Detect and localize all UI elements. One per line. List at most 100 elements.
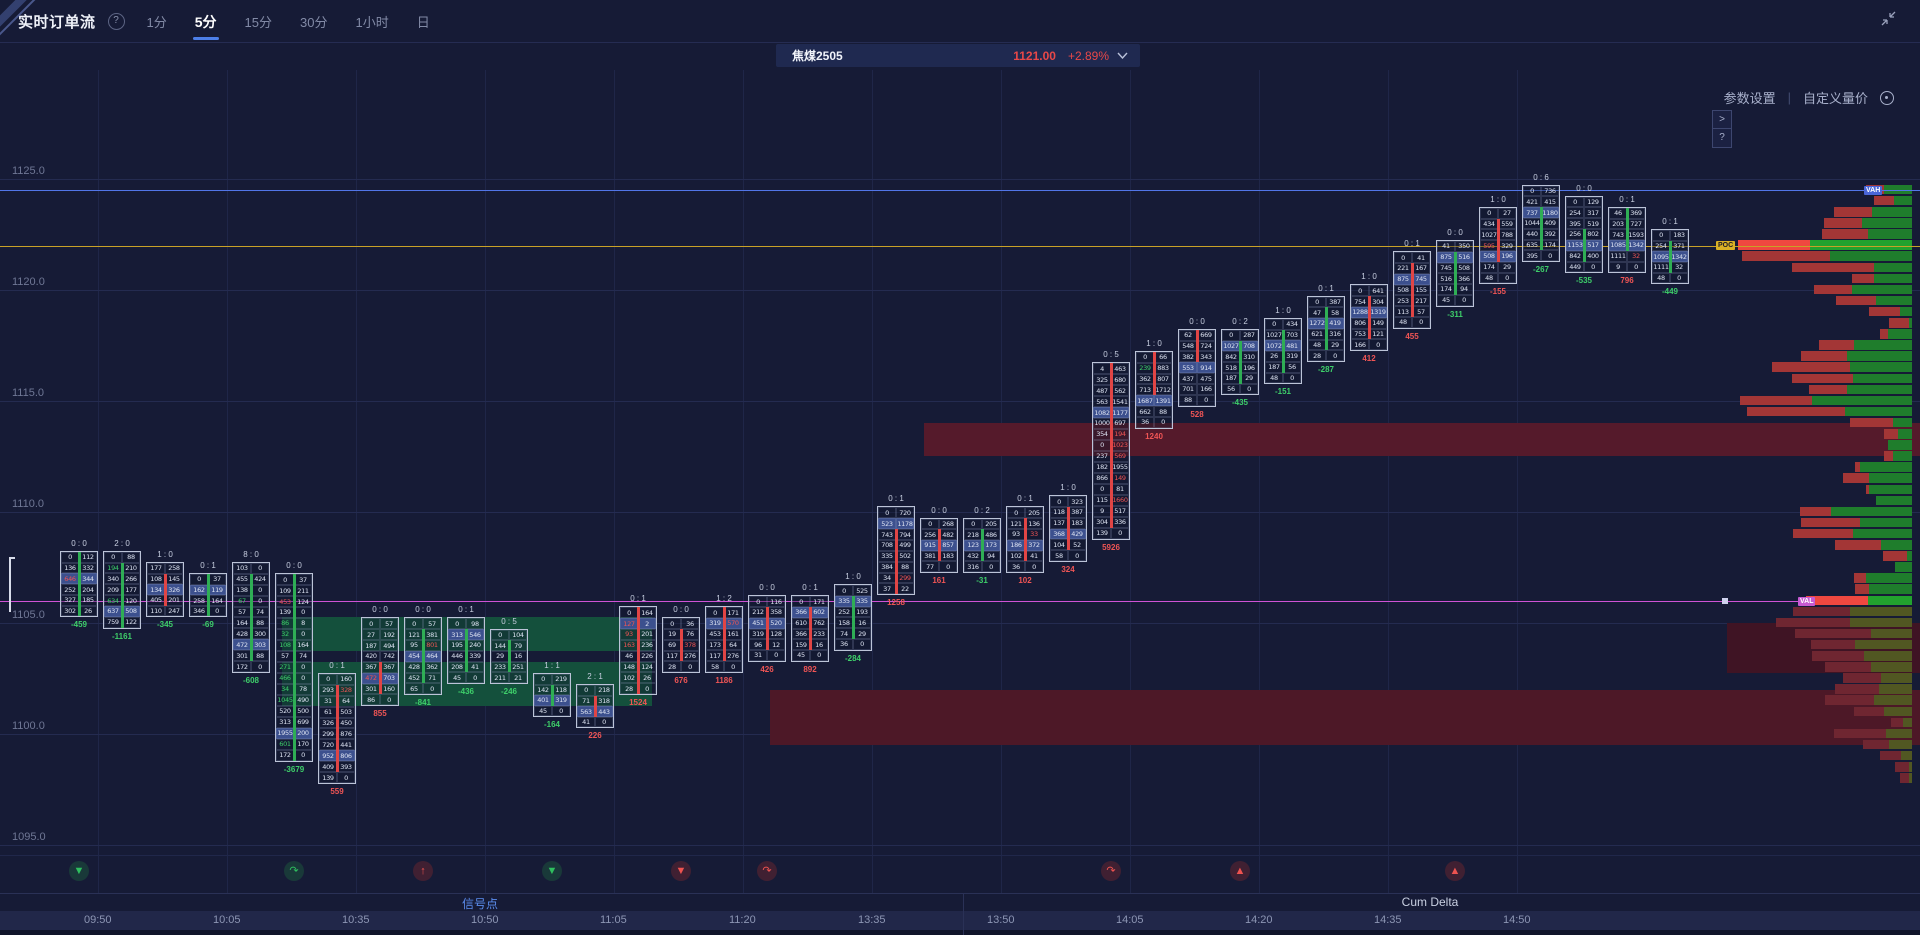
footprint-cell: 516	[1437, 273, 1455, 285]
tab-日[interactable]: 日	[416, 15, 430, 30]
footprint-cell: 149	[1111, 472, 1129, 484]
footprint-cell: 256	[1566, 229, 1584, 240]
footprint-cell: 1342	[1670, 251, 1688, 263]
volume-profile-row	[1806, 595, 1912, 606]
footprint-candle[interactable]: 0 : 1 0 183 254 371 1095 1342 1111 32 48 0 -449	[1651, 217, 1689, 296]
footprint-candle[interactable]: 2 : 0 0 88 194 210 340 266 209 177 634 120 637 508 75…	[103, 539, 141, 641]
signal-icon-buy[interactable]: ▼	[542, 861, 562, 881]
tab-15分[interactable]: 15分	[244, 15, 273, 30]
footprint-candle[interactable]: 0 : 6 0 736 421 415 737 1180 1044 409 440 392 635 17…	[1522, 173, 1560, 274]
signal-icon-sell[interactable]: ↷	[1101, 861, 1121, 881]
footprint-candle[interactable]: 0 : 1 0 37 162 119 258 164 346 0 -69	[189, 561, 227, 629]
footprint-cell: 104	[1050, 539, 1068, 551]
footprint-candle[interactable]: 0 : 1 0 205 121 136 93 33 186 372 102 41 36 0 102	[1006, 494, 1044, 585]
footprint-candle[interactable]: 1 : 0 0 641 754 304 1288 1319 806 149 753 121 166 0 4…	[1350, 272, 1388, 363]
footprint-cell: 452	[405, 672, 423, 684]
footprint-candle[interactable]: 0 : 0 0 57 121 381 95 801 454 464 428 362 452 71 65 0-…	[404, 605, 442, 707]
footprint-candle[interactable]: 1 : 0 0 323 118 387 137 183 368 429 104 52 58 0 324	[1049, 483, 1087, 574]
footprint-cell: 0	[405, 618, 423, 630]
signal-icon-sell[interactable]: ▼	[671, 861, 691, 881]
collapse-icon[interactable]	[1881, 11, 1896, 31]
shaded-zone	[924, 423, 1920, 457]
footprint-row: 48 0	[1652, 272, 1688, 284]
footprint-row: 0 720	[878, 507, 914, 519]
footprint-candle[interactable]: 0 : 0 0 57 27 192 187 494 420 742 367 367 472 703 301…	[361, 605, 399, 718]
footprint-candle[interactable]: 0 : 0 62 669 548 724 382 343 553 914 437 475 701 166…	[1178, 317, 1216, 419]
tab-1小时[interactable]: 1小时	[355, 15, 389, 30]
footprint-candle[interactable]: 0 : 1 0 171 366 602 610 762 366 233 159 16 45 0 892	[791, 583, 829, 674]
signal-icon-sell[interactable]: ▲	[1230, 861, 1250, 881]
param-settings-button[interactable]: 参数设置	[1723, 91, 1776, 106]
tab-1分[interactable]: 1分	[146, 15, 167, 30]
footprint-candle[interactable]: 0 : 0 0 37 109 211 453 124 139 0 86 8 32 0 108 164 57 74…	[275, 561, 313, 774]
candle-body-bar	[1453, 251, 1457, 295]
profile-sell-bar	[1869, 306, 1900, 317]
footprint-row: 421 415	[1523, 196, 1559, 208]
footprint-row: 177 258	[147, 562, 183, 574]
footprint-candle[interactable]: 1 : 0 0 66 239 883 362 807 713 1712 1687 1391 662 88…	[1135, 339, 1173, 441]
footprint-candle[interactable]: 0 : 0 0 36 19 76 69 378 117 276 28 0 676	[662, 605, 700, 685]
footprint-candle[interactable]: 0 : 0 0 268 256 482 915 857 381 183 77 0 161	[920, 506, 958, 585]
tab-5分[interactable]: 5分	[192, 12, 219, 42]
footprint-candle[interactable]: 1 : 1 0 219 142 118 401 319 45 0 -164	[533, 661, 571, 729]
footprint-candle[interactable]: 0 : 1 46 369 203 727 743 1593 1085 1342 1111 32 9 0 7…	[1608, 195, 1646, 285]
interval-tabs: 1分 5分 15分 30分 1小时 日	[145, 0, 432, 42]
signal-panel-label[interactable]: 信号点	[461, 897, 498, 911]
footprint-candle[interactable]: 1 : 0 177 258 108 145 134 326 405 201 110 247 -345	[146, 550, 184, 629]
footprint-cell: 159	[792, 639, 810, 651]
footprint-cell: 759	[104, 616, 122, 628]
profile-buy-bar	[1893, 417, 1912, 428]
footprint-candle[interactable]: 0 : 2 0 205 218 486 123 173 432 94 316 0 -31	[963, 506, 1001, 585]
footprint-candle[interactable]: 0 : 1 0 720 523 1178 743 794 708 499 335 502 384 88 3…	[877, 494, 915, 607]
candle-body-bar	[206, 574, 210, 617]
footprint-candle[interactable]: 0 : 0 41 350 875 516 745 508 516 366 174 94 45 0 -311	[1436, 228, 1474, 319]
footprint-candle[interactable]: 1 : 0 0 27 434 559 1027 788 595 329 508 196 174 29 48…	[1479, 195, 1517, 296]
footprint-candle[interactable]: 0 : 1 0 164 127 2 93 201 163 236 46 226 148 124 102 26…	[619, 594, 657, 707]
footprint-cell: 621	[1308, 328, 1326, 340]
footprint-candle[interactable]: 0 : 5 4 463 325 680 487 562 563 1541 1082 1177 1000…	[1092, 350, 1130, 552]
candle-body-bar	[593, 695, 597, 717]
signal-icon-buy[interactable]: ↷	[284, 861, 304, 881]
panel-help-button[interactable]: ?	[1712, 128, 1732, 148]
footprint-candle[interactable]: 0 : 0 0 129 254 317 395 519 256 802 1153 517 842 400…	[1565, 184, 1603, 285]
footprint-cell: 1319	[1369, 306, 1387, 318]
footprint-candle[interactable]: 0 : 1 0 41 221 167 875 745 508 155 253 217 113 57 48 0…	[1393, 239, 1431, 341]
footprint-candle[interactable]: 0 : 1 0 387 47 58 1272 419 621 316 48 29 28 0 -287	[1307, 284, 1345, 374]
footprint-row: 41 0	[577, 716, 613, 728]
footprint-cell: 0	[1265, 318, 1283, 330]
footprint-cell: 252	[61, 584, 79, 595]
signal-icon-sell[interactable]: ↑	[413, 861, 433, 881]
custom-volume-button[interactable]: 自定义量价	[1802, 91, 1868, 106]
expand-panel-button[interactable]: >	[1712, 110, 1732, 130]
signal-icon-buy[interactable]: ▼	[69, 861, 89, 881]
footprint-candle[interactable]: 0 : 0 0 116 212 358 451 520 319 128 96 12 31 0 426	[748, 583, 786, 674]
signal-icon-sell[interactable]: ↷	[757, 861, 777, 881]
footprint-row: 1288 1319	[1351, 306, 1387, 318]
footprint-candle[interactable]: 0 : 1 0 98 313 546 195 240 446 339 208 41 45 0 -436	[447, 605, 485, 696]
footprint-cell: 0	[878, 507, 896, 519]
footprint-candle[interactable]: 1 : 0 0 434 1027 703 1072 481 26 319 187 56 48 0 -151	[1264, 306, 1302, 396]
footprint-row: 0 287	[1222, 329, 1258, 341]
footprint-cell: 0	[208, 605, 226, 617]
footprint-candle[interactable]: 2 : 1 0 218 71 318 563 443 41 0 226	[576, 672, 614, 740]
footprint-candle[interactable]: 1 : 2 0 171 319 570 453 161 173 64 117 276 58 0 1186	[705, 594, 743, 685]
candle-delta: -31	[976, 576, 988, 586]
footprint-candle[interactable]: 1 : 0 0 525 335 335 252 193 158 16 74 29 36 0 -284	[834, 572, 872, 663]
symbol-selector[interactable]: 焦煤2505 1121.00 +2.89%	[776, 44, 1140, 67]
help-icon[interactable]: ?	[107, 12, 125, 30]
vertical-gridline	[98, 70, 99, 893]
footprint-candle[interactable]: 0 : 2 0 287 1027 708 842 310 518 196 187 29 56 0 -435	[1221, 317, 1259, 407]
footprint-cell: 208	[448, 661, 466, 673]
profile-sell-bar	[1855, 584, 1869, 594]
footprint-candle[interactable]: 0 : 1 0 160 293 328 31 64 61 503 326 450 299 876 720 4…	[318, 661, 356, 796]
footprint-candle[interactable]: 8 : 0 103 0 455 424 138 0 67 0 57 74 164 88 428 300 472…	[232, 550, 270, 685]
tab-30分[interactable]: 30分	[300, 15, 328, 30]
footprint-candle[interactable]: 0 : 5 0 104 144 79 29 16 233 251 211 21 -246	[490, 617, 528, 696]
signal-icon-sell[interactable]: ▲	[1445, 861, 1465, 881]
footprint-cell: 0	[964, 518, 982, 530]
gear-icon[interactable]	[1880, 90, 1894, 105]
candle-body-bar	[1324, 307, 1328, 351]
footprint-candle[interactable]: 0 : 0 0 112 136 332 646 344 252 204 327 185 302 26 -4…	[60, 539, 98, 629]
footprint-cell: 102	[1007, 550, 1025, 562]
